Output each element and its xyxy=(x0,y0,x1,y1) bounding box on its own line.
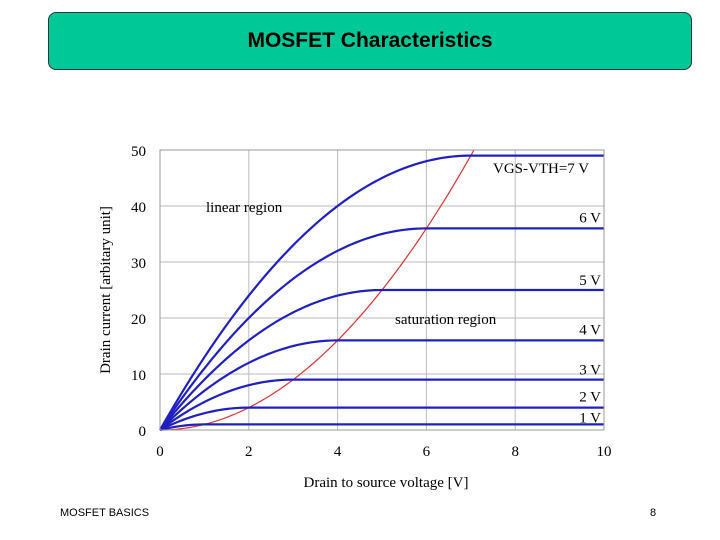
x-axis-label: Drain to source voltage [V] xyxy=(304,475,469,491)
iv-curve-5v xyxy=(159,288,604,431)
y-tick-label: 0 xyxy=(139,424,147,440)
top-curve-label: VGS-VTH=7 V xyxy=(493,161,589,177)
plot-frame xyxy=(159,149,605,431)
curve-label-3v: 3 V xyxy=(579,363,601,379)
y-tick-label: 50 xyxy=(131,144,146,160)
y-axis-label: Drain current [arbitary unit] xyxy=(98,206,114,374)
x-tick-label: 10 xyxy=(597,444,612,460)
iv-curve-4v xyxy=(159,339,604,431)
iv-curve-1v xyxy=(159,423,604,432)
saturation-boundary-curve xyxy=(159,149,475,431)
boundary-line xyxy=(159,149,475,431)
curve-label-6v: 6 V xyxy=(579,210,601,226)
linear-region-annotation: linear region xyxy=(206,200,283,216)
y-tick-label: 40 xyxy=(131,200,146,216)
y-tick-label: 10 xyxy=(131,368,146,384)
tick-labels: 0 2 4 6 8 10 0 10 20 30 40 50 xyxy=(131,144,612,460)
curve-label-2v: 2 V xyxy=(579,390,601,406)
x-tick-label: 2 xyxy=(245,444,253,460)
y-tick-label: 30 xyxy=(131,256,146,272)
saturation-region-annotation: saturation region xyxy=(395,312,497,328)
iv-curve-6v xyxy=(159,227,604,431)
curve-labels: 1 V 2 V 3 V 4 V 5 V 6 V xyxy=(579,210,601,426)
page-number: 8 xyxy=(650,507,657,519)
curve-label-5v: 5 V xyxy=(579,273,601,289)
iv-curve-3v xyxy=(159,378,604,431)
x-tick-label: 4 xyxy=(334,444,342,460)
curve-label-1v: 1 V xyxy=(579,410,601,426)
iv-curve-2v xyxy=(159,406,604,431)
slide-title: MOSFET Characteristics xyxy=(48,12,692,70)
iv-curve-7v xyxy=(159,154,604,431)
x-tick-label: 8 xyxy=(511,444,519,460)
chart-axes xyxy=(159,149,605,431)
iv-curves xyxy=(159,154,604,432)
y-tick-label: 20 xyxy=(131,312,146,328)
footer-left-text: MOSFET BASICS xyxy=(60,507,150,519)
x-tick-label: 6 xyxy=(423,444,431,460)
curve-label-4v: 4 V xyxy=(579,322,601,338)
x-tick-label: 0 xyxy=(156,444,164,460)
